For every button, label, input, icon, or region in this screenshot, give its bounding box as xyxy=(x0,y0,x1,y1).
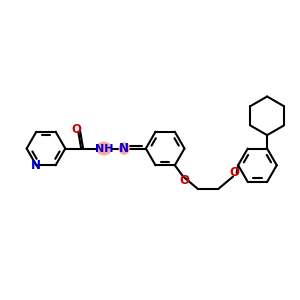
Ellipse shape xyxy=(96,142,112,155)
Text: N: N xyxy=(119,142,129,155)
Text: NH: NH xyxy=(95,143,113,154)
Text: N: N xyxy=(31,159,41,172)
Text: O: O xyxy=(71,123,81,136)
Text: O: O xyxy=(230,167,240,179)
Text: O: O xyxy=(180,174,190,187)
Ellipse shape xyxy=(118,142,130,155)
